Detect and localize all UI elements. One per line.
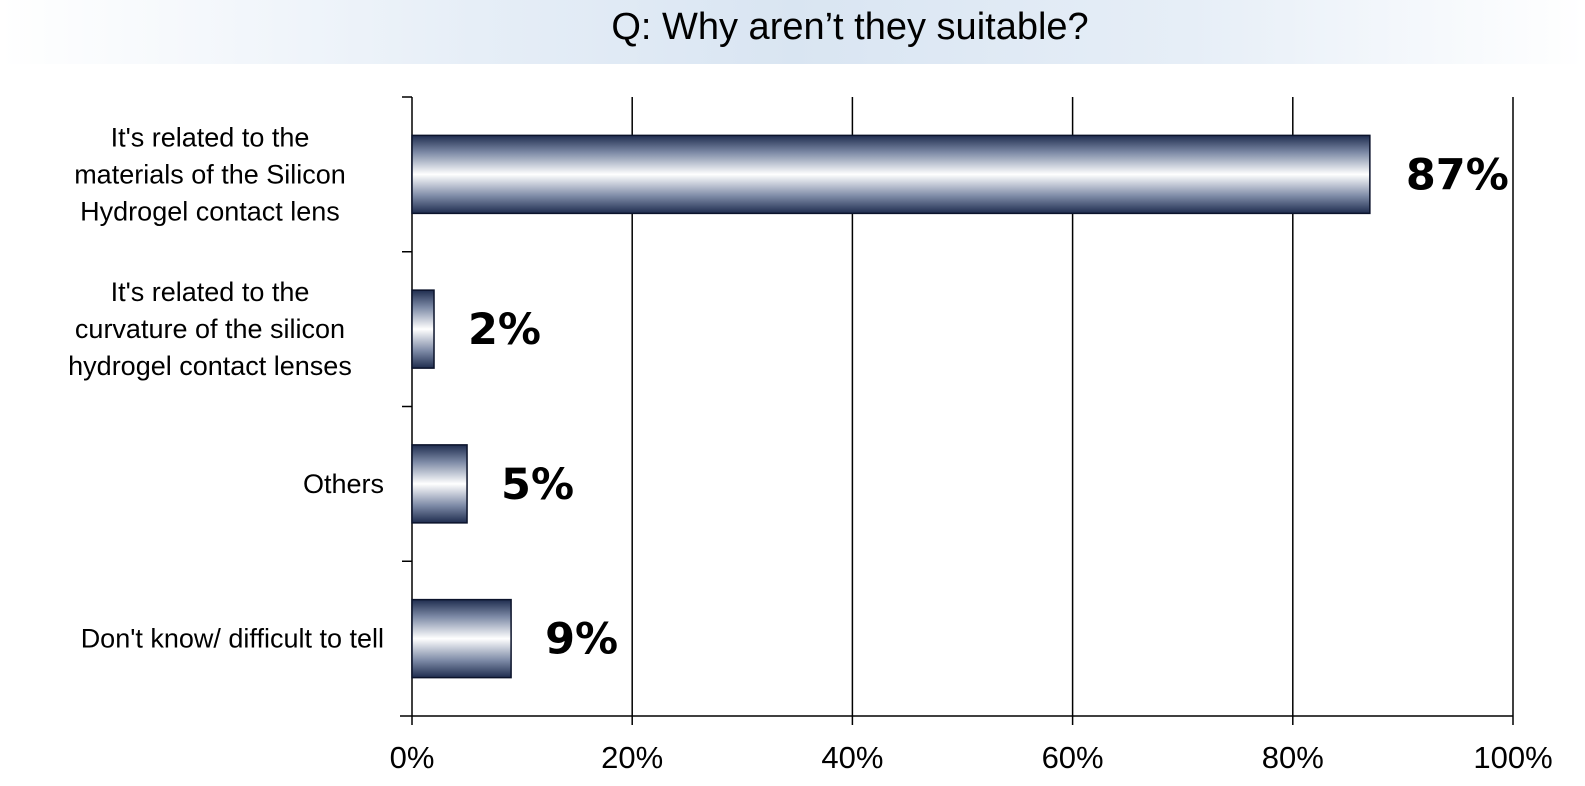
category-label: It's related to the materials of the Sili… bbox=[74, 122, 346, 226]
data-label: 87% bbox=[1406, 150, 1509, 200]
category-label-line: It's related to the bbox=[111, 122, 310, 152]
category-label-line: Others bbox=[303, 469, 384, 499]
data-label: 9% bbox=[545, 615, 618, 665]
bar bbox=[411, 134, 1371, 215]
category-label-line: Don't know/ difficult to tell bbox=[81, 624, 384, 654]
category-label-line: materials of the Silicon bbox=[74, 159, 346, 189]
chart-title: Q: Why aren’t they suitable? bbox=[611, 6, 1089, 48]
category-label-line: It's related to the bbox=[111, 277, 310, 307]
data-label: 5% bbox=[501, 460, 574, 510]
x-tick-label: 100% bbox=[1473, 740, 1552, 775]
category-label-line: hydrogel contact lenses bbox=[68, 351, 352, 381]
bar bbox=[411, 289, 435, 369]
bar bbox=[411, 444, 468, 524]
category-label: It's related to the curvature of the sili… bbox=[68, 277, 352, 381]
x-tick-label: 20% bbox=[601, 740, 663, 775]
category-label-line: Hydrogel contact lens bbox=[80, 196, 340, 226]
category-label: Others bbox=[303, 469, 384, 499]
bar bbox=[411, 598, 512, 679]
data-label: 2% bbox=[468, 305, 541, 355]
category-label: Don't know/ difficult to tell bbox=[81, 624, 384, 654]
category-label-line: curvature of the silicon bbox=[75, 314, 345, 344]
x-tick-label: 60% bbox=[1042, 740, 1104, 775]
labels: 0% 20% 40% 60% 80% 100% 87% It's related to the… bbox=[68, 122, 1552, 775]
title-band bbox=[0, 0, 1585, 64]
x-tick-label: 40% bbox=[821, 740, 883, 775]
bars bbox=[411, 134, 1371, 679]
x-tick-label: 0% bbox=[390, 740, 435, 775]
x-tick-label: 80% bbox=[1262, 740, 1324, 775]
